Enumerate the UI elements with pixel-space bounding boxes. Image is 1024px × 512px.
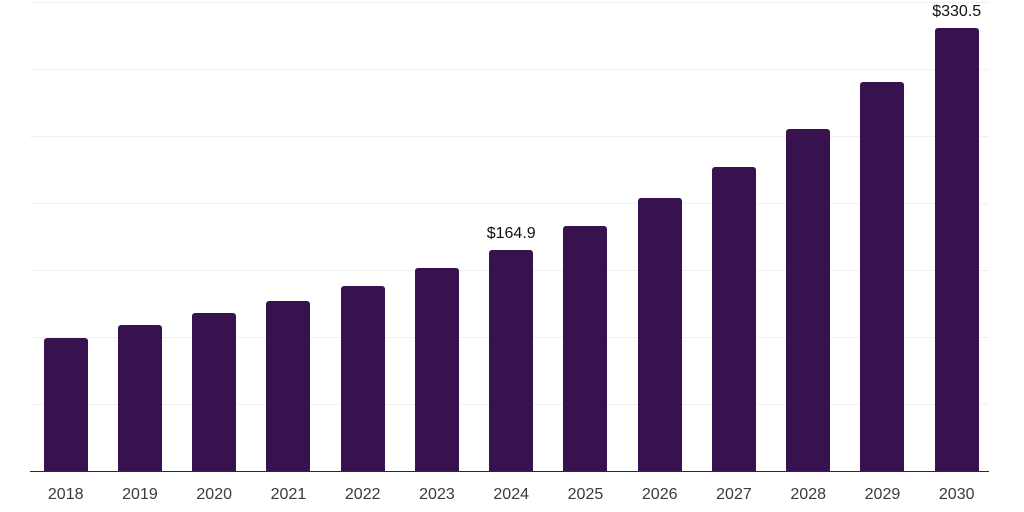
bar-2021 — [266, 300, 311, 471]
x-tick-2028: 2028 — [790, 486, 826, 503]
gridline-350 — [30, 2, 989, 3]
bar-2023 — [414, 268, 459, 471]
x-tick-2020: 2020 — [196, 486, 232, 503]
bar-2029 — [860, 81, 905, 471]
x-tick-2021: 2021 — [270, 486, 307, 503]
x-tick-2024: 2024 — [493, 486, 529, 503]
bar-2024 — [489, 250, 534, 471]
x-tick-2030: 2030 — [938, 486, 975, 503]
x-tick-2027: 2027 — [716, 486, 752, 503]
bar-2028 — [786, 128, 831, 471]
data-label-2030: $330.5 — [932, 3, 982, 21]
bar-2026 — [637, 197, 682, 471]
bar-2019 — [117, 324, 162, 471]
data-label-2024: $164.9 — [486, 225, 536, 243]
gridline-200 — [30, 203, 989, 204]
bar-2030 — [934, 28, 979, 471]
bar-2022 — [340, 286, 385, 471]
x-tick-2022: 2022 — [344, 486, 381, 503]
x-tick-2018: 2018 — [47, 486, 84, 503]
x-tick-2025: 2025 — [567, 486, 604, 503]
bar-2020 — [192, 313, 237, 471]
x-tick-2026: 2026 — [641, 486, 678, 503]
bar-2025 — [563, 226, 608, 471]
x-tick-2023: 2023 — [419, 486, 455, 503]
bar-2027 — [711, 167, 756, 471]
x-tick-2029: 2029 — [864, 486, 901, 503]
x-tick-2019: 2019 — [122, 486, 158, 503]
bar-2018 — [43, 337, 88, 471]
x-axis-line — [30, 470, 989, 472]
gridline-250 — [30, 136, 989, 137]
gridline-300 — [30, 69, 989, 70]
